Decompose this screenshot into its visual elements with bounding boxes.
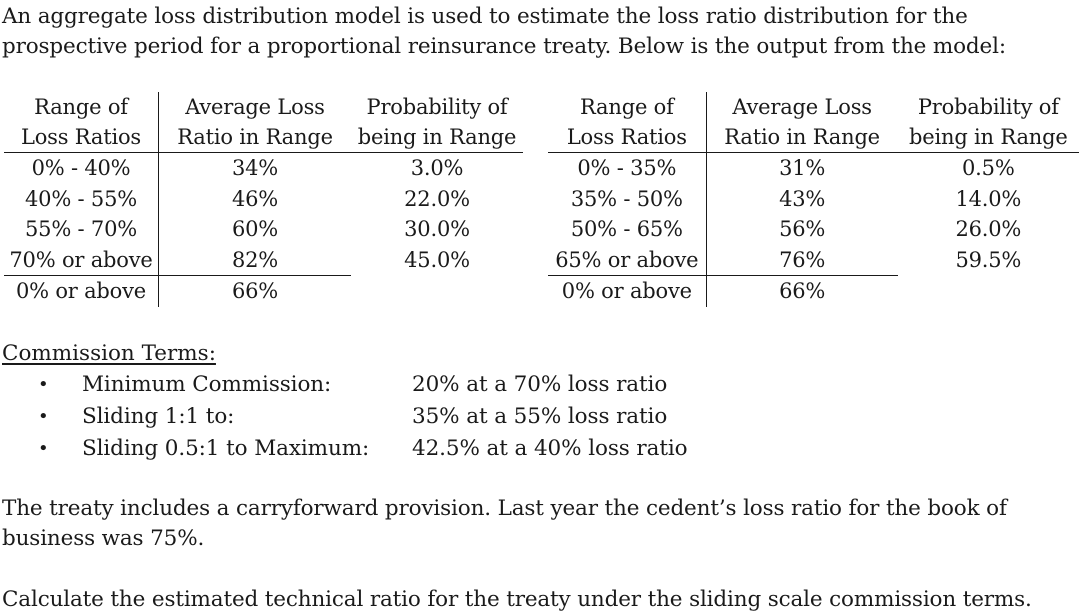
header-probability: Probability of being in Range	[351, 92, 523, 153]
cell-range: 70% or above	[4, 244, 159, 276]
cell-range: 65% or above	[548, 244, 707, 276]
term-value: 35% at a 55% loss ratio	[412, 404, 668, 429]
cell-average: 56%	[779, 217, 826, 241]
cell-range: 0% - 35%	[548, 152, 707, 184]
cell-range: 0% - 40%	[4, 152, 159, 184]
term-label: Sliding 0.5:1 to Maximum:	[82, 436, 370, 461]
header-range: Range of Loss Ratios	[4, 92, 159, 153]
loss-distribution-table-right: Range of Loss Ratios Average Loss Ratio in…	[548, 92, 1079, 307]
header-average-loss: Average Loss Ratio in Range	[158, 92, 351, 153]
cell-average: 66%	[706, 275, 898, 307]
table-header-row: Range of Loss Ratios Average Loss Ratio in…	[4, 92, 523, 153]
term-value: 20% at a 70% loss ratio	[412, 372, 668, 397]
bullet-icon: •	[38, 374, 49, 395]
cell-average: 82%	[231, 247, 279, 272]
header-average-loss: Average Loss Ratio in Range	[706, 92, 898, 153]
bullet-icon: •	[38, 438, 49, 459]
cell-average: 76%	[779, 247, 826, 272]
cell-probability: 45.0%	[404, 247, 470, 272]
cell-range: 35% - 50%	[548, 183, 707, 214]
term-label: Sliding 1:1 to:	[82, 404, 235, 429]
intro-paragraph: An aggregate loss distribution model is …	[2, 4, 1006, 59]
bullet-icon: •	[38, 406, 49, 427]
table-row: 35% - 50% 43% 14.0%	[548, 183, 1079, 214]
cell-range: 55% - 70%	[4, 214, 159, 245]
header-range: Range of Loss Ratios	[548, 92, 707, 153]
table-header-row: Range of Loss Ratios Average Loss Ratio in…	[548, 92, 1079, 153]
cell-average: 43%	[779, 186, 826, 211]
cell-average: 60%	[231, 217, 279, 241]
cell-average: 31%	[779, 156, 826, 180]
cell-probability: 30.0%	[404, 217, 470, 241]
header-probability: Probability of being in Range	[897, 92, 1079, 153]
cell-probability-empty	[898, 276, 1079, 307]
term-label: Minimum Commission:	[82, 372, 332, 397]
cell-average: 66%	[158, 275, 351, 307]
question-paragraph: Calculate the estimated technical ratio …	[2, 587, 1032, 612]
cell-range: 50% - 65%	[548, 214, 707, 245]
cell-average: 34%	[231, 156, 279, 180]
cell-range: 0% or above	[548, 275, 707, 307]
cell-probability: 14.0%	[955, 186, 1022, 211]
table-row: 40% - 55% 46% 22.0%	[4, 183, 523, 214]
table-row: 55% - 70% 60% 30.0%	[4, 214, 523, 245]
cell-range: 0% or above	[4, 275, 159, 307]
table-total-row: 0% or above 66%	[4, 275, 523, 307]
commission-terms-heading: Commission Terms:	[2, 341, 216, 366]
cell-average: 46%	[231, 186, 279, 211]
term-value: 42.5% at a 40% loss ratio	[412, 436, 688, 461]
carryforward-paragraph: The treaty includes a carryforward provi…	[2, 496, 1007, 551]
table-row: 0% - 35% 31% 0.5%	[548, 152, 1079, 184]
cell-probability: 26.0%	[955, 217, 1022, 241]
table-row: 65% or above 76% 59.5%	[548, 244, 1079, 276]
cell-probability-empty	[351, 276, 523, 307]
cell-probability: 59.5%	[955, 247, 1022, 272]
table-row: 70% or above 82% 45.0%	[4, 244, 523, 276]
cell-range: 40% - 55%	[4, 183, 159, 214]
table-row: 50% - 65% 56% 26.0%	[548, 214, 1079, 245]
table-row: 0% - 40% 34% 3.0%	[4, 152, 523, 184]
cell-probability: 0.5%	[962, 156, 1015, 180]
cell-probability: 3.0%	[410, 156, 464, 180]
loss-distribution-table-left: Range of Loss Ratios Average Loss Ratio in…	[4, 92, 523, 307]
cell-probability: 22.0%	[404, 186, 470, 211]
table-total-row: 0% or above 66%	[548, 275, 1079, 307]
